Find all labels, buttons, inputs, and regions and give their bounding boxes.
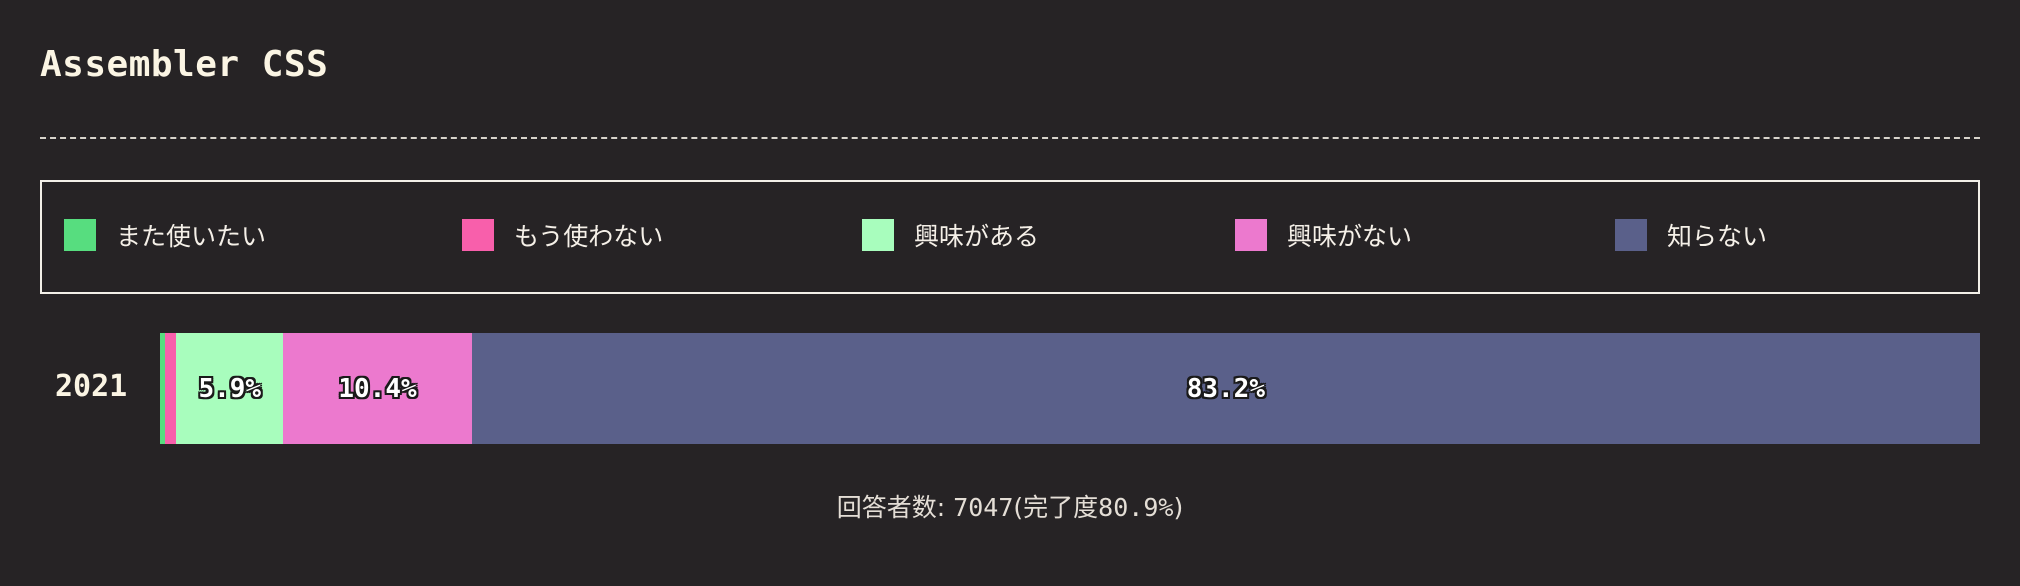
completion-open: (完了度 [1013,493,1099,522]
category-label-2021: 2021 [55,369,128,404]
legend-item-not-interested[interactable]: 興味がない [1235,218,1412,252]
legend-label: 知らない [1667,222,1768,251]
stacked-bar-2021: 5.9% 10.4% 83.2% [160,333,1980,444]
respondents-count: 7047 [953,493,1014,522]
legend-item-use-again[interactable]: また使いたい [64,218,266,252]
data-label: 5.9% [198,373,262,404]
divider [40,137,1980,139]
legend-swatch [862,219,894,251]
legend-item-interested[interactable]: 興味がある [862,218,1039,252]
legend-swatch [1615,219,1647,251]
bar-segment-2[interactable] [165,333,177,444]
completion-value: 80.9% [1098,493,1174,522]
legend-label: もう使わない [514,222,664,251]
data-label: 10.4% [338,373,417,404]
legend-swatch [1235,219,1267,251]
legend-item-would-not-use[interactable]: もう使わない [462,218,663,252]
legend-item-unaware[interactable]: 知らない [1615,218,1767,252]
bar-segment-4[interactable]: 10.4% [283,333,472,444]
respondents-summary: 回答者数: 7047(完了度80.9%) [0,488,2020,524]
bar-segment-3[interactable]: 5.9% [176,333,284,444]
chart-title: Assembler CSS [40,44,329,85]
data-label: 83.2% [1186,373,1265,404]
legend-swatch [462,219,494,251]
legend-label: 興味がある [914,222,1040,251]
respondents-label: 回答者数: [836,493,946,522]
bar-segment-1[interactable] [160,333,166,444]
completion-close: ) [1173,493,1184,522]
bar-segment-5[interactable]: 83.2% [471,333,1980,444]
legend-label: また使いたい [116,222,267,251]
legend-label: 興味がない [1287,222,1413,251]
legend: また使いたい もう使わない 興味がある 興味がない 知らない [40,180,1980,294]
legend-swatch [64,219,96,251]
